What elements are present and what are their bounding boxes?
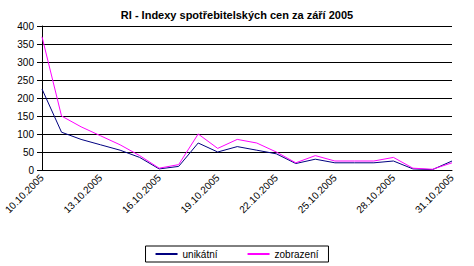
svg-text:50: 50 [23, 147, 35, 158]
svg-text:RI - Indexy spotřebitelských c: RI - Indexy spotřebitelských cen za září… [121, 9, 353, 21]
svg-text:31.10.2005: 31.10.2005 [413, 172, 456, 215]
svg-text:16.10.2005: 16.10.2005 [120, 172, 163, 215]
svg-text:28.10.2005: 28.10.2005 [354, 172, 397, 215]
svg-text:13.10.2005: 13.10.2005 [61, 172, 104, 215]
svg-text:350: 350 [17, 39, 34, 50]
svg-text:200: 200 [17, 93, 34, 104]
svg-text:400: 400 [17, 21, 34, 32]
svg-text:25.10.2005: 25.10.2005 [296, 172, 339, 215]
svg-text:100: 100 [17, 129, 34, 140]
svg-text:19.10.2005: 19.10.2005 [178, 172, 221, 215]
svg-text:22.10.2005: 22.10.2005 [237, 172, 280, 215]
svg-text:300: 300 [17, 57, 34, 68]
svg-text:0: 0 [28, 165, 34, 176]
svg-text:10.10.2005: 10.10.2005 [3, 172, 46, 215]
svg-text:unikátní: unikátní [183, 249, 218, 260]
svg-text:250: 250 [17, 75, 34, 86]
svg-text:zobrazení: zobrazení [275, 249, 319, 260]
svg-text:150: 150 [17, 111, 34, 122]
